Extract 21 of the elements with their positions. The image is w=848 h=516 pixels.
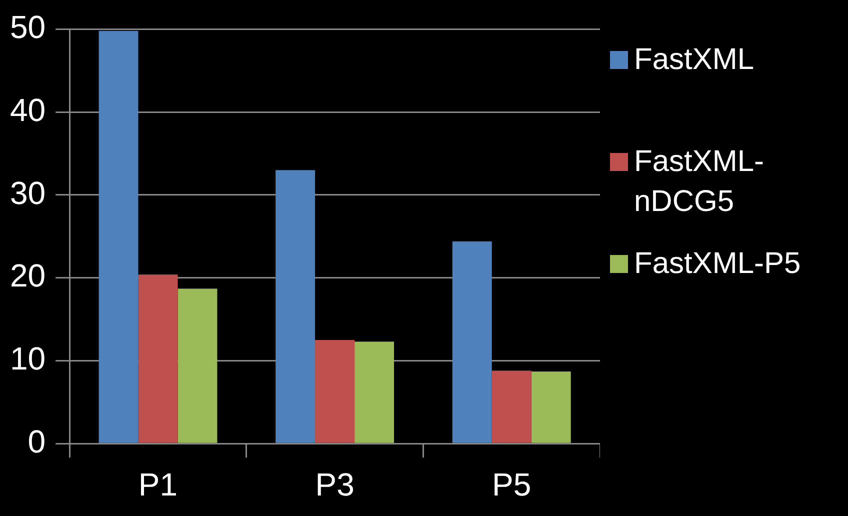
legend-label: FastXML-nDCG5 bbox=[634, 144, 766, 220]
bar bbox=[178, 288, 218, 443]
bar bbox=[138, 274, 178, 443]
x-tick-label: P3 bbox=[315, 466, 354, 503]
x-tick-label: P5 bbox=[492, 466, 532, 503]
y-tick-label: 30 bbox=[10, 174, 46, 211]
bar bbox=[452, 241, 492, 443]
y-tick-label: 10 bbox=[10, 340, 46, 377]
bar bbox=[354, 342, 394, 443]
bar bbox=[531, 371, 571, 443]
y-tick-label: 0 bbox=[28, 423, 46, 460]
legend-label: FastXML bbox=[634, 42, 754, 78]
legend-label: FastXML-P5 bbox=[634, 246, 801, 282]
y-tick-label: 40 bbox=[10, 92, 46, 128]
bar bbox=[315, 340, 355, 443]
y-tick-label: 20 bbox=[10, 258, 46, 294]
y-tick-label: 50 bbox=[10, 9, 46, 46]
bar bbox=[492, 370, 532, 443]
bar bbox=[276, 170, 316, 443]
bar bbox=[98, 30, 138, 443]
x-tick-label: P1 bbox=[138, 466, 178, 503]
